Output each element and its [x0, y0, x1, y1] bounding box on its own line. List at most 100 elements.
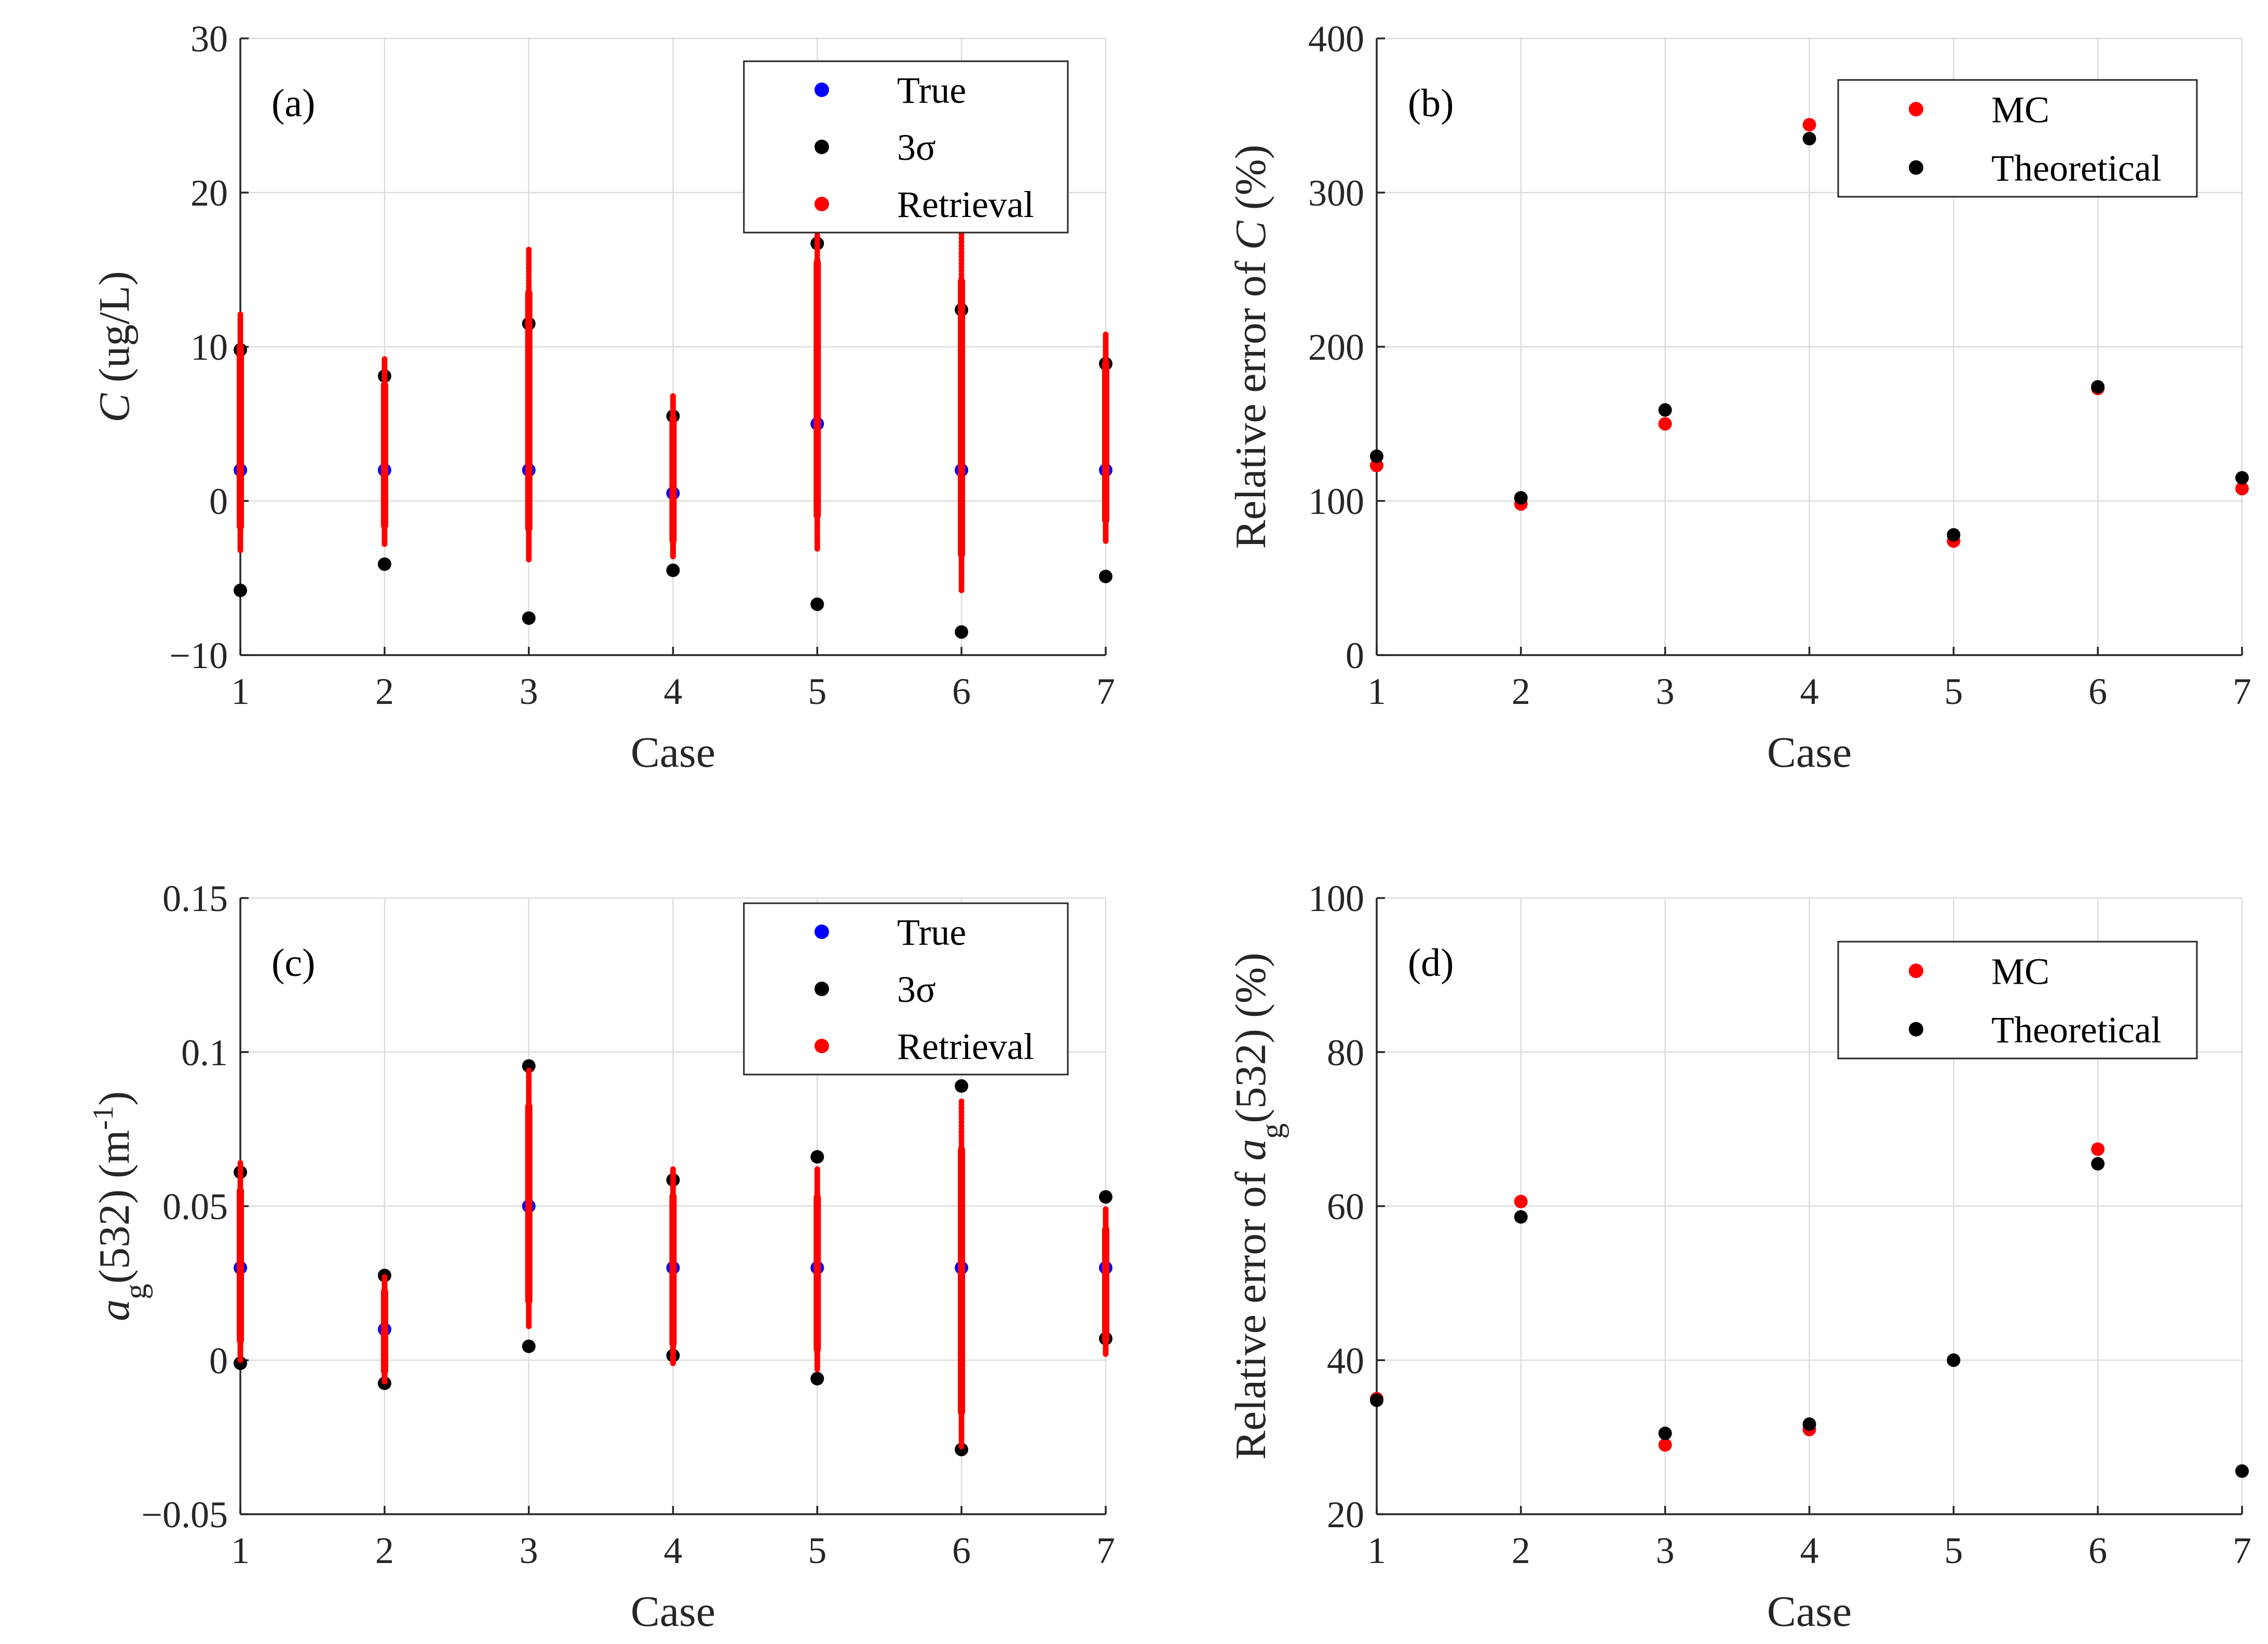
retrieval-point [237, 547, 243, 553]
panel-b: 1 2 3 4 5 6 7 0 100 200 300 400 Case Relative error o… [1227, 18, 2251, 777]
y-tick-label: 0.15 [162, 878, 228, 919]
retrieval-point [526, 1323, 532, 1329]
mc-point [1514, 1194, 1528, 1208]
x-tick-label: 2 [375, 1530, 394, 1571]
y-label-rest: (532) (%) [1227, 953, 1275, 1123]
retrieval-column [813, 213, 821, 552]
y-tick-label: 100 [1308, 481, 1364, 522]
y-tick-label: 30 [191, 18, 228, 60]
y-tick-label: −0.05 [141, 1494, 228, 1536]
theoretical-point [1802, 1417, 1816, 1431]
sigma-point [234, 583, 247, 597]
retrieval-point [526, 247, 532, 253]
legend-entry: 3σ [897, 127, 936, 168]
y-tick-label: 80 [1327, 1032, 1364, 1074]
x-tick-label: 1 [231, 1530, 250, 1571]
mc-point [2235, 482, 2249, 496]
retrieval-point [670, 1360, 676, 1366]
y-label-subscript: g [118, 1284, 153, 1299]
legend-marker [814, 140, 829, 154]
x-tick-label: 3 [520, 671, 538, 712]
legend-box [743, 60, 1069, 234]
x-tick-label: 2 [1512, 671, 1530, 712]
legend-marker [814, 982, 829, 996]
x-tick-label: 1 [1367, 671, 1386, 712]
sigma-point [1099, 569, 1112, 583]
retrieval-point [1103, 1206, 1109, 1212]
legend-entry: Theoretical [1991, 147, 2162, 189]
x-axis-label: Case [631, 728, 715, 777]
x-axis-label: Case [631, 1587, 715, 1636]
x-tick-label: 4 [1800, 671, 1819, 712]
mc-point [1802, 118, 1816, 132]
sigma-point [522, 611, 536, 625]
retrieval-point [237, 311, 243, 318]
retrieval-point [1103, 331, 1109, 337]
y-label-superscript: -1 [87, 1106, 119, 1130]
retrieval-point [670, 393, 676, 399]
x-tick-label: 6 [952, 1530, 971, 1571]
legend-marker [814, 197, 829, 211]
x-tick-label: 3 [520, 1530, 538, 1571]
y-tick-label: 100 [1308, 878, 1364, 919]
retrieval-point [382, 541, 388, 547]
sigma-point [522, 1339, 536, 1353]
panel-a: 1 2 3 4 5 6 7 −10 0 10 20 30 Case C (ug/L) (a) True 3σ Re… [90, 18, 1115, 777]
x-tick-label: 7 [2233, 671, 2251, 712]
x-tick-label: 3 [1656, 1530, 1675, 1571]
retrieval-point [237, 1357, 243, 1363]
sigma-point [955, 1443, 969, 1457]
theoretical-point [1658, 403, 1672, 417]
mc-point [1658, 1438, 1672, 1452]
theoretical-point [2091, 380, 2105, 394]
sigma-point [810, 597, 824, 611]
y-tick-label: 0 [1346, 635, 1364, 676]
retrieval-column [381, 356, 388, 547]
y-axis-label: Relative error of C (%) [1227, 144, 1275, 549]
y-label-prefix: Relative error of [1227, 250, 1275, 549]
legend-entry: 3σ [897, 969, 936, 1010]
retrieval-point [670, 1166, 676, 1172]
data-marks [234, 1059, 1112, 1457]
legend: MC Theoretical [1837, 79, 2198, 198]
y-label-subscript: g [1255, 1123, 1289, 1139]
retrieval-column [669, 1166, 677, 1366]
theoretical-point [1370, 1393, 1383, 1407]
legend-entry: True [897, 70, 966, 111]
theoretical-point [2235, 1464, 2249, 1478]
retrieval-point [526, 1067, 532, 1074]
legend-marker [814, 83, 829, 97]
x-tick-label: 4 [664, 1530, 683, 1571]
legend: MC Theoretical [1837, 941, 2198, 1059]
y-label-symbol: C [90, 393, 139, 423]
data-marks [1370, 1142, 2249, 1478]
retrieval-column [958, 1098, 966, 1449]
retrieval-column [237, 1160, 244, 1363]
retrieval-point [382, 1274, 388, 1280]
legend-marker [814, 925, 829, 939]
legend-box [743, 902, 1069, 1076]
retrieval-point [1103, 538, 1109, 544]
x-tick-label: 2 [375, 671, 394, 712]
y-axis-label: C (ug/L) [90, 271, 139, 423]
mc-point [2091, 1142, 2105, 1156]
retrieval-point [382, 1379, 388, 1385]
retrieval-point [526, 556, 532, 563]
retrieval-column [237, 311, 244, 553]
panel-d: 1 2 3 4 5 6 7 20 40 60 80 100 Case Relative error of … [1227, 878, 2251, 1636]
panel-label: (c) [271, 941, 315, 985]
x-tick-label: 7 [1096, 671, 1115, 712]
retrieval-column [1102, 331, 1109, 544]
x-tick-label: 4 [1800, 1530, 1819, 1571]
retrieval-column [525, 1067, 533, 1329]
y-tick-label: 0.05 [162, 1186, 228, 1228]
x-tick-label: 6 [2088, 1530, 2107, 1571]
sigma-point [234, 1356, 247, 1370]
x-axis-label: Case [1767, 1587, 1852, 1636]
theoretical-point [1514, 1210, 1528, 1224]
retrieval-point [382, 356, 388, 362]
x-tick-label: 4 [664, 671, 683, 712]
y-tick-label: 40 [1327, 1340, 1364, 1381]
retrieval-point [814, 1166, 820, 1172]
y-label-rest: (ug/L) [90, 271, 139, 393]
